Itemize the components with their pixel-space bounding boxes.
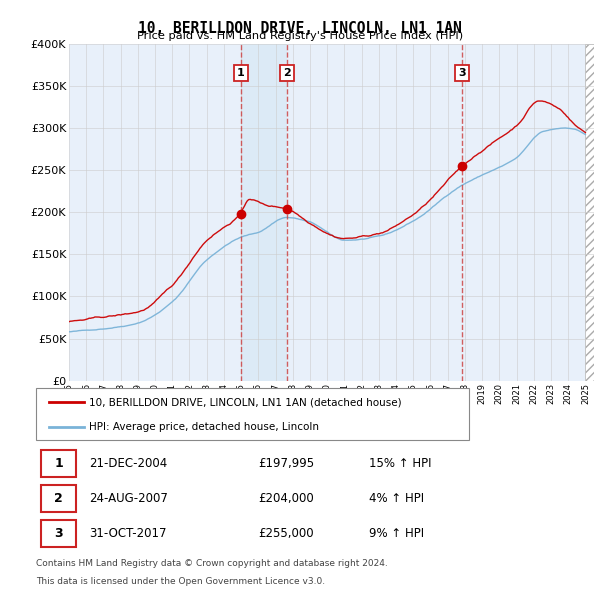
Text: 2: 2 (283, 68, 290, 78)
Text: 31-OCT-2017: 31-OCT-2017 (89, 527, 166, 540)
FancyBboxPatch shape (41, 450, 76, 477)
Text: £197,995: £197,995 (258, 457, 314, 470)
Text: 4% ↑ HPI: 4% ↑ HPI (368, 492, 424, 505)
FancyBboxPatch shape (36, 388, 469, 440)
Text: 10, BERILLDON DRIVE, LINCOLN, LN1 1AN: 10, BERILLDON DRIVE, LINCOLN, LN1 1AN (138, 21, 462, 35)
Text: £204,000: £204,000 (258, 492, 314, 505)
Text: HPI: Average price, detached house, Lincoln: HPI: Average price, detached house, Linc… (89, 422, 319, 431)
Text: 24-AUG-2007: 24-AUG-2007 (89, 492, 167, 505)
FancyBboxPatch shape (41, 485, 76, 512)
Text: 1: 1 (54, 457, 63, 470)
Text: This data is licensed under the Open Government Licence v3.0.: This data is licensed under the Open Gov… (36, 577, 325, 586)
Bar (586, 44, 594, 381)
Text: 2: 2 (54, 492, 63, 505)
Text: 3: 3 (54, 527, 63, 540)
Text: 21-DEC-2004: 21-DEC-2004 (89, 457, 167, 470)
Text: 1: 1 (237, 68, 244, 78)
FancyBboxPatch shape (41, 520, 76, 547)
Text: 9% ↑ HPI: 9% ↑ HPI (368, 527, 424, 540)
Text: 3: 3 (458, 68, 466, 78)
Text: £255,000: £255,000 (258, 527, 313, 540)
Text: 10, BERILLDON DRIVE, LINCOLN, LN1 1AN (detached house): 10, BERILLDON DRIVE, LINCOLN, LN1 1AN (d… (89, 397, 401, 407)
Text: 15% ↑ HPI: 15% ↑ HPI (368, 457, 431, 470)
Text: Contains HM Land Registry data © Crown copyright and database right 2024.: Contains HM Land Registry data © Crown c… (36, 559, 388, 568)
Text: Price paid vs. HM Land Registry's House Price Index (HPI): Price paid vs. HM Land Registry's House … (137, 31, 463, 41)
Bar (241, 44, 287, 381)
